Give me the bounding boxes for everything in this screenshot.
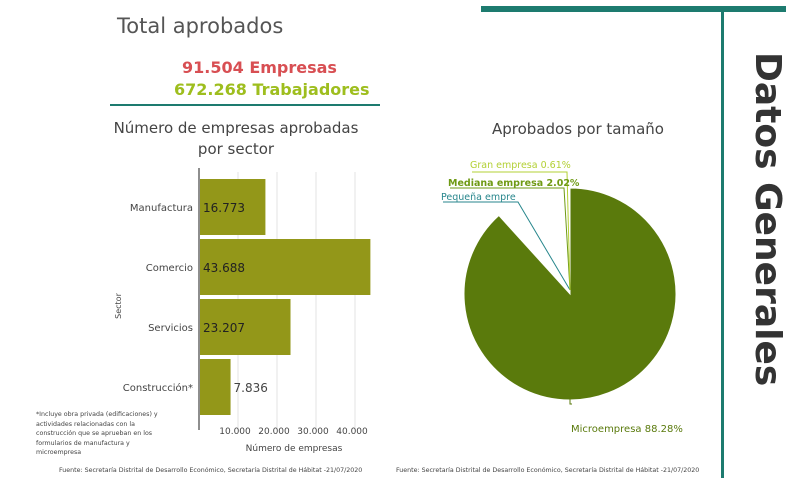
pie-label-microempresa: Microempresa 88.28% xyxy=(571,424,683,435)
pie-leaders xyxy=(443,171,572,405)
bar-x-tick-label: 10.000 xyxy=(219,427,251,437)
pie-leader-microempresa xyxy=(569,296,572,405)
bar-category-label: Servicios xyxy=(148,323,193,334)
pie-labels: Pequeña empre Mediana empresa 2.02% Gran e… xyxy=(441,160,683,435)
bar-chart-title: Número de empresas aprobadas por sector xyxy=(113,119,359,158)
kpi-empresas: 91.504 Empresas xyxy=(182,58,337,77)
bar-category-label: Comercio xyxy=(146,263,193,274)
bar-construccion xyxy=(200,359,231,415)
bar-value-label: 43.688 xyxy=(203,261,245,275)
bar-labels: 10.000 20.000 30.000 40.000 Manufactura 16.77… xyxy=(123,201,368,437)
bar-category-label: Manufactura xyxy=(130,203,193,214)
bar-servicios xyxy=(200,299,291,355)
side-title: Datos Generales xyxy=(747,52,788,387)
total-title: Total aprobados xyxy=(117,14,284,38)
bar-x-tick-label: 30.000 xyxy=(297,427,329,437)
pie-chart: Pequeña empre Mediana empresa 2.02% Gran e… xyxy=(441,160,683,435)
pie-slice-microempresa xyxy=(463,187,677,401)
bar-value-label: 16.773 xyxy=(203,201,245,215)
source-right: Fuente: Secretaría Distrital de Desarrol… xyxy=(396,467,700,474)
pie-leader-mediana-empresa xyxy=(450,187,571,291)
pie-label-gran-empresa: Gran empresa 0.61% xyxy=(470,160,571,171)
bar-marks xyxy=(200,179,371,415)
pie-chart-title: Aprobados por tamaño xyxy=(492,120,664,138)
header-divider xyxy=(110,104,380,106)
bar-y-axis-label: Sector xyxy=(114,292,123,318)
top-accent-bar xyxy=(481,6,786,12)
bar-comercio xyxy=(200,239,371,295)
bar-value-label: 7.836 xyxy=(234,381,268,395)
pie-label-pequena-empresa: Pequeña empre xyxy=(441,192,516,203)
kpi-trabajadores: 672.268 Trabajadores xyxy=(174,80,370,99)
pie-label-mediana-empresa: Mediana empresa 2.02% xyxy=(448,178,580,189)
bar-x-tick-label: 20.000 xyxy=(258,427,290,437)
bar-manufactura xyxy=(200,179,266,235)
bar-x-tick-label: 40.000 xyxy=(336,427,368,437)
pie-leader-gran-empresa xyxy=(472,171,571,291)
bar-chart: 10.000 20.000 30.000 40.000 Manufactura 16.77… xyxy=(114,168,371,454)
source-left: Fuente: Secretaría Distrital de Desarrol… xyxy=(59,467,363,474)
right-divider-line xyxy=(721,8,724,478)
pie-slices xyxy=(463,187,677,401)
bar-category-label: Construcción* xyxy=(123,382,193,394)
bar-value-label: 23.207 xyxy=(203,321,245,335)
construction-footnote: *Incluye obra privada (edificaciones) y … xyxy=(36,411,158,456)
bar-x-axis-label: Número de empresas xyxy=(246,444,343,454)
pie-leader-pequena-empresa xyxy=(443,201,571,291)
